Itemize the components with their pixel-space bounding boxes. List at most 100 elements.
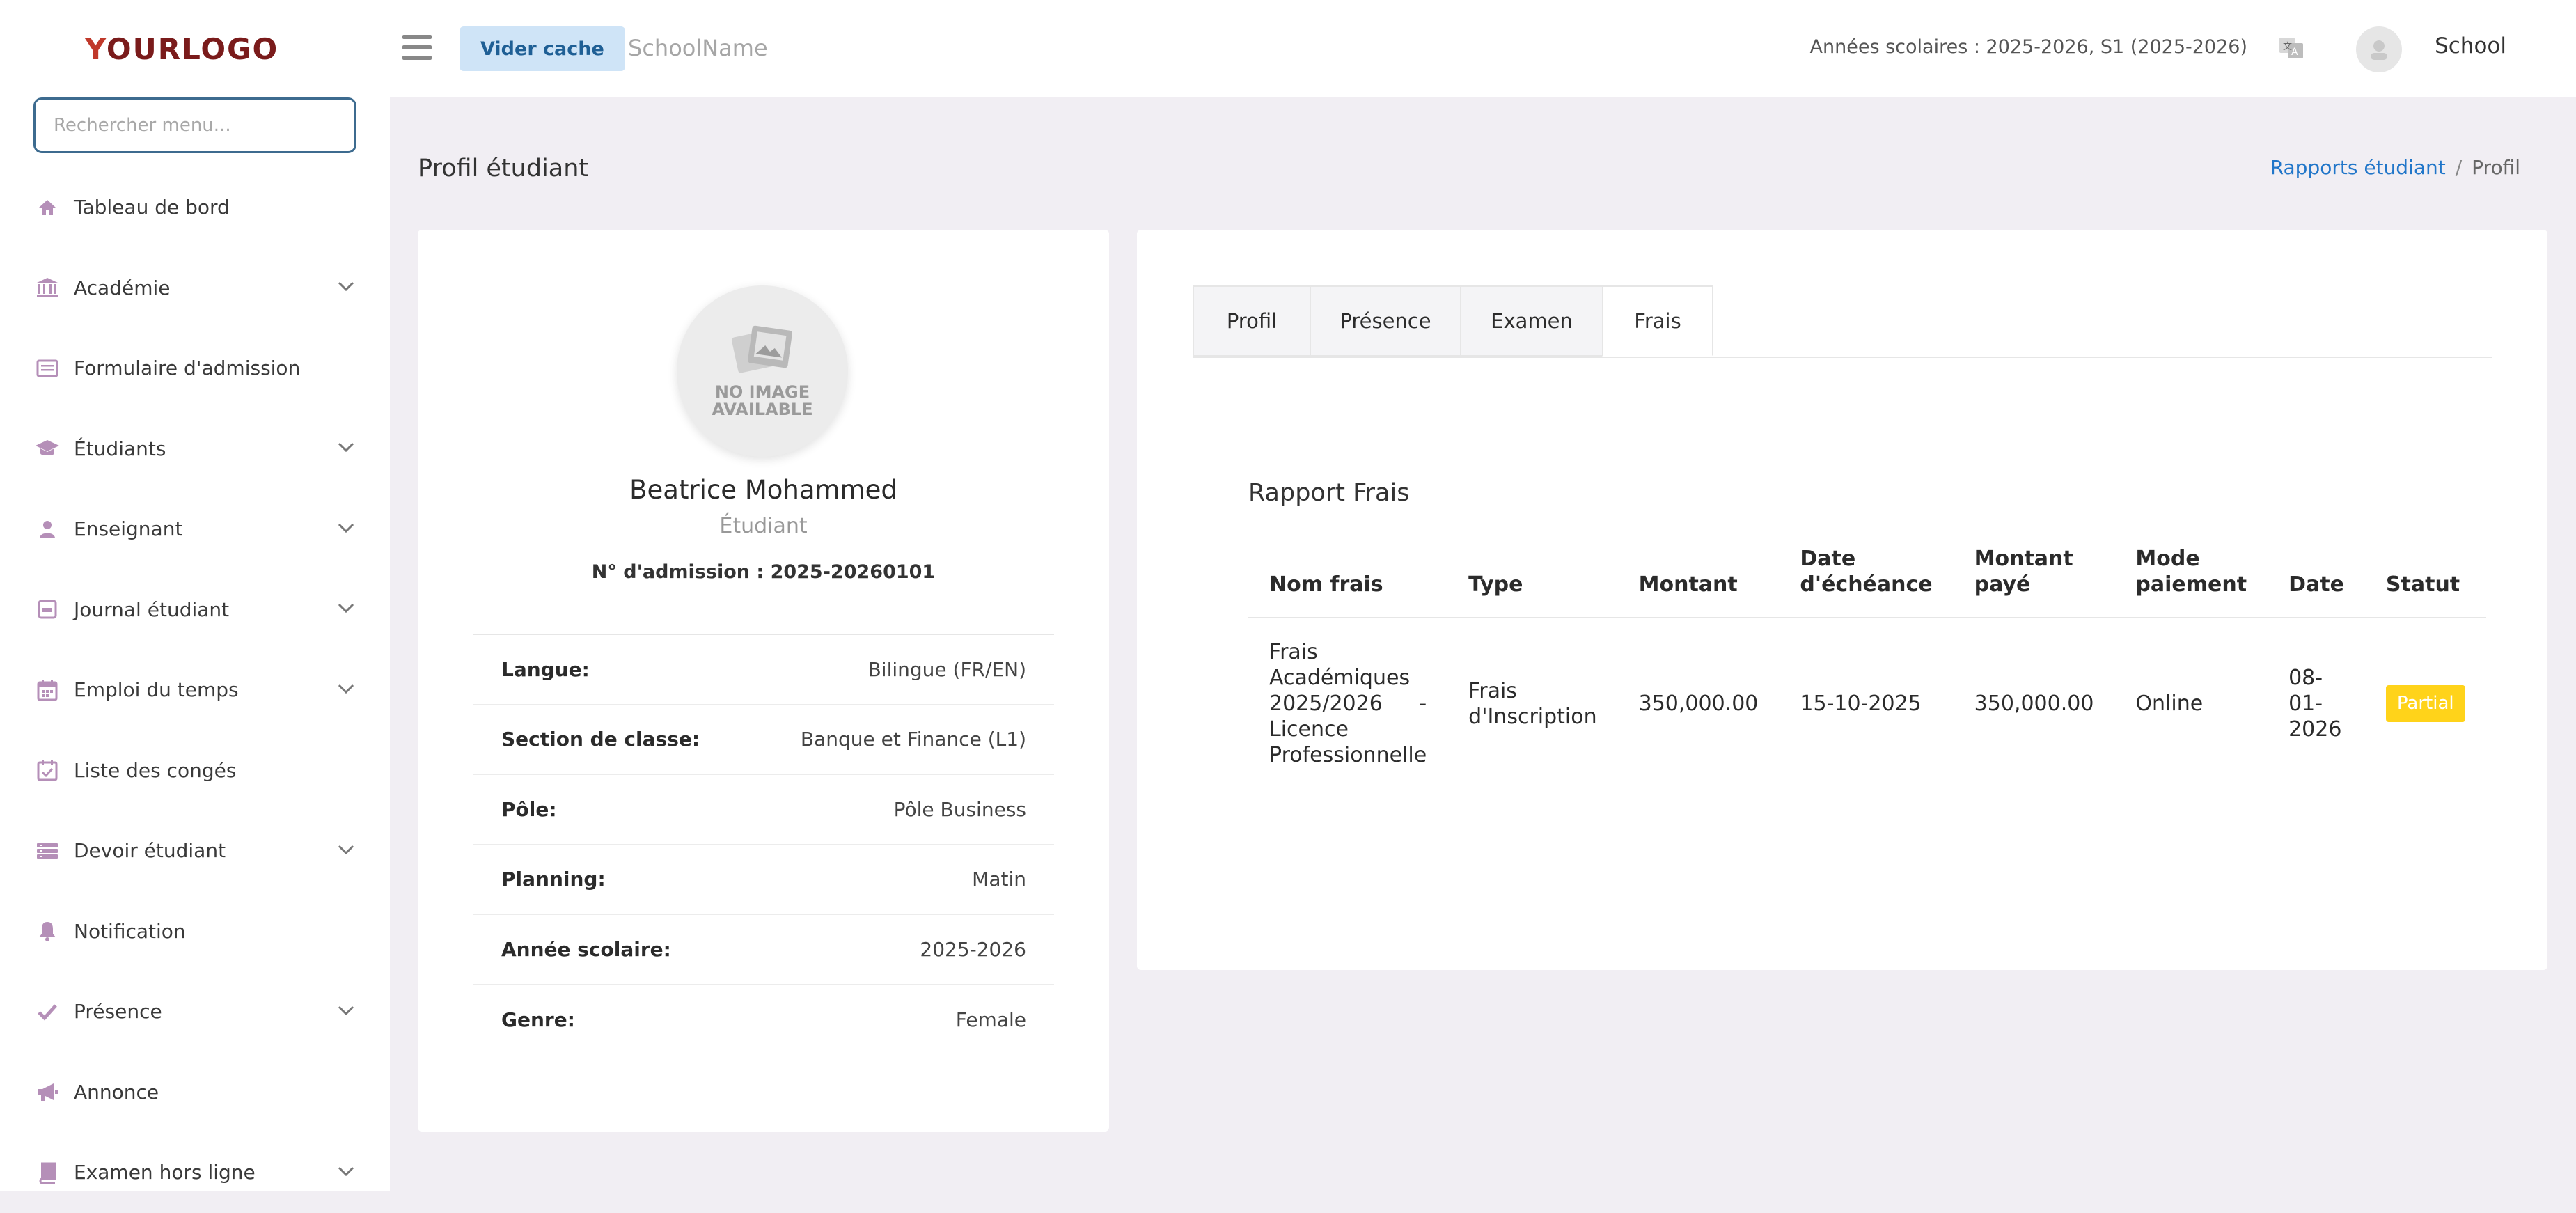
tab-1[interactable]: Présence bbox=[1310, 285, 1461, 357]
sidebar-item-5[interactable]: Journal étudiant bbox=[0, 570, 390, 650]
academic-years: Années scolaires : 2025-2026, S1 (2025-2… bbox=[1809, 36, 2247, 58]
sidebar-item-7[interactable]: Liste des congés bbox=[0, 730, 390, 811]
sidebar-item-10[interactable]: Présence bbox=[0, 971, 390, 1052]
page-title: Profil étudiant bbox=[418, 155, 589, 182]
profile-photo: NO IMAGE AVAILABLE bbox=[677, 285, 848, 457]
sidebar-item-0[interactable]: Tableau de bord bbox=[0, 167, 390, 248]
sidebar-item-label: Notification bbox=[74, 919, 186, 943]
breadcrumb-separator: / bbox=[2455, 156, 2463, 179]
bank-icon bbox=[33, 274, 61, 302]
table-cell: Frais Académiques 2025/2026 - Licence Pr… bbox=[1269, 640, 1427, 767]
sidebar-item-label: Liste des congés bbox=[74, 758, 237, 782]
list-icon bbox=[33, 837, 61, 865]
image-placeholder-icon bbox=[731, 325, 792, 373]
column-header: Mode paiement bbox=[2114, 536, 2268, 618]
table-cell: Online bbox=[2135, 691, 2204, 716]
chevron-down-icon[interactable] bbox=[337, 844, 355, 858]
chevron-down-icon[interactable] bbox=[337, 522, 355, 536]
sidebar-item-label: Enseignant bbox=[74, 517, 183, 541]
breadcrumb-link-reports[interactable]: Rapports étudiant bbox=[2270, 156, 2446, 179]
column-header: Type bbox=[1447, 536, 1618, 618]
report-tabs: Profil Présence Examen Frais bbox=[1193, 285, 2492, 358]
bell-icon bbox=[33, 917, 61, 945]
sidebar-item-label: Examen hors ligne bbox=[74, 1161, 256, 1184]
megaphone-icon bbox=[33, 1078, 61, 1106]
breadcrumb-current: Profil bbox=[2472, 156, 2520, 179]
sidebar-item-3[interactable]: Étudiants bbox=[0, 409, 390, 490]
tab-0[interactable]: Profil bbox=[1193, 285, 1311, 357]
column-header: Nom frais bbox=[1248, 536, 1448, 618]
logo[interactable]: YOURLOGO bbox=[85, 32, 279, 66]
svg-text:A: A bbox=[2291, 47, 2298, 58]
table-cell: Frais d'Inscription bbox=[1468, 678, 1597, 729]
graduation-cap-icon bbox=[33, 435, 61, 462]
sidebar-item-4[interactable]: Enseignant bbox=[0, 489, 390, 570]
column-header: Statut bbox=[2364, 536, 2486, 618]
detail-row: Planning: Matin bbox=[473, 845, 1054, 915]
sidebar-item-label: Devoir étudiant bbox=[74, 839, 226, 863]
journal-icon bbox=[33, 595, 61, 623]
sidebar-item-label: Tableau de bord bbox=[74, 196, 230, 219]
divider bbox=[473, 634, 1054, 635]
detail-key: Année scolaire: bbox=[501, 937, 671, 961]
user-avatar[interactable] bbox=[2356, 26, 2402, 72]
profile-card: NO IMAGE AVAILABLE Beatrice Mohammed Étu… bbox=[418, 230, 1109, 1132]
chevron-down-icon[interactable] bbox=[337, 1005, 355, 1019]
topbar: Vider cache SchoolName Années scolaires … bbox=[390, 0, 2576, 97]
sidebar-menu: Tableau de bord Académie Formulaire d'admi… bbox=[0, 167, 390, 1213]
sidebar-item-label: Emploi du temps bbox=[74, 678, 239, 702]
calendar-icon bbox=[33, 676, 61, 704]
tab-3[interactable]: Frais bbox=[1602, 285, 1713, 357]
column-header: Montant payé bbox=[1953, 536, 2115, 618]
sidebar-item-11[interactable]: Annonce bbox=[0, 1052, 390, 1133]
chevron-down-icon[interactable] bbox=[337, 441, 355, 455]
check-icon bbox=[33, 998, 61, 1026]
detail-value: Banque et Finance (L1) bbox=[800, 728, 1026, 751]
detail-value: Female bbox=[955, 1008, 1026, 1032]
detail-row: Pôle: Pôle Business bbox=[473, 775, 1054, 845]
detail-row: Langue: Bilingue (FR/EN) bbox=[473, 635, 1054, 705]
detail-key: Section de classe: bbox=[501, 728, 700, 751]
sidebar-item-label: Académie bbox=[74, 276, 171, 299]
detail-key: Genre: bbox=[501, 1008, 575, 1032]
svg-text:文: 文 bbox=[2283, 42, 2292, 52]
table-cell: 15-10-2025 bbox=[1800, 691, 1922, 716]
profile-details: Langue: Bilingue (FR/EN) Section de classe… bbox=[473, 635, 1054, 1055]
user-name[interactable]: School bbox=[2435, 33, 2506, 58]
tab-2[interactable]: Examen bbox=[1460, 285, 1603, 357]
student-name: Beatrice Mohammed bbox=[629, 475, 897, 505]
table-cell: Partial bbox=[2365, 618, 2486, 789]
sidebar: YOURLOGO Tableau de bord Académie Formulai… bbox=[0, 0, 390, 1191]
table-header-row: Nom frais Type Montant Date d'échéance Monta… bbox=[1248, 536, 2486, 618]
sidebar-item-label: Présence bbox=[74, 1000, 162, 1024]
chevron-down-icon[interactable] bbox=[337, 683, 355, 697]
chevron-down-icon[interactable] bbox=[337, 602, 355, 616]
breadcrumb: Rapports étudiant / Profil bbox=[2270, 156, 2520, 179]
sidebar-item-8[interactable]: Devoir étudiant bbox=[0, 811, 390, 891]
chevron-down-icon[interactable] bbox=[337, 1166, 355, 1180]
sidebar-item-label: Formulaire d'admission bbox=[74, 357, 301, 380]
detail-row: Section de classe: Banque et Finance (L1) bbox=[473, 705, 1054, 775]
home-icon bbox=[33, 194, 61, 221]
detail-value: Matin bbox=[972, 868, 1026, 891]
table-cell: 08-01-2026 bbox=[2288, 666, 2342, 742]
sidebar-item-12[interactable]: Examen hors ligne bbox=[0, 1132, 390, 1213]
status-badge: Partial bbox=[2385, 685, 2465, 722]
sidebar-item-1[interactable]: Académie bbox=[0, 248, 390, 329]
chevron-down-icon[interactable] bbox=[337, 281, 355, 295]
sidebar-item-6[interactable]: Emploi du temps bbox=[0, 650, 390, 730]
hamburger-menu-icon[interactable] bbox=[402, 35, 432, 66]
clear-cache-button[interactable]: Vider cache bbox=[460, 26, 625, 71]
menu-search-input[interactable] bbox=[33, 97, 356, 153]
column-header: Montant bbox=[1617, 536, 1780, 618]
sidebar-item-2[interactable]: Formulaire d'admission bbox=[0, 328, 390, 409]
no-image-text: NO IMAGE AVAILABLE bbox=[712, 382, 813, 419]
school-name: SchoolName bbox=[628, 35, 768, 61]
detail-key: Pôle: bbox=[501, 797, 557, 821]
sidebar-item-label: Journal étudiant bbox=[74, 597, 230, 621]
sidebar-item-label: Annonce bbox=[74, 1080, 159, 1104]
sidebar-item-label: Étudiants bbox=[74, 437, 166, 460]
sidebar-item-9[interactable]: Notification bbox=[0, 891, 390, 972]
calendar-check-icon bbox=[33, 756, 61, 784]
